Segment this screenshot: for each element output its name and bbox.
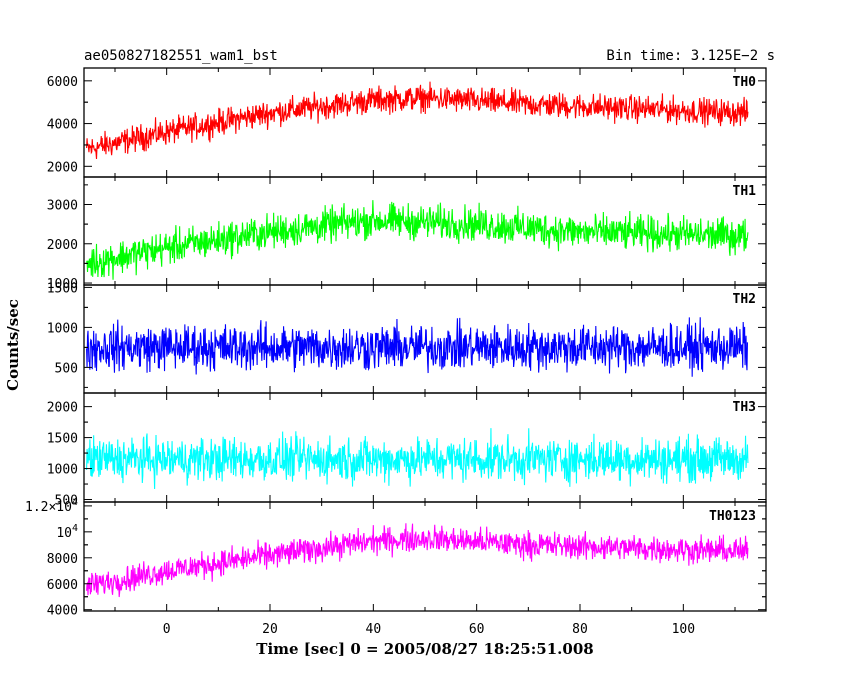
panel-label-th0123: TH0123 <box>709 509 756 524</box>
y-tick-label: 8000 <box>47 552 78 567</box>
y-tick-label: 3000 <box>47 198 78 213</box>
x-tick-label: 0 <box>163 622 171 637</box>
y-tick-label: 1000 <box>47 277 78 292</box>
y-tick-label: 1000 <box>47 321 78 336</box>
series-line-th0123 <box>86 523 749 598</box>
y-tick-label: 6000 <box>47 75 78 90</box>
panel-frame <box>83 501 767 612</box>
chart-title: ae050827182551_wam1_bst <box>84 48 278 64</box>
panel-label-th1: TH1 <box>733 184 757 199</box>
y-tick-label: 2000 <box>47 238 78 253</box>
x-tick-label: 60 <box>469 622 485 637</box>
panel-label-th0: TH0 <box>733 75 757 90</box>
bin-time-label: Bin time: 3.125E−2 s <box>606 48 775 64</box>
x-tick-label: 20 <box>262 622 278 637</box>
y-tick-label: 500 <box>55 361 78 376</box>
y-tick-label: 104 <box>56 523 78 541</box>
panel-th1: 1000 2000 3000 TH1 <box>47 176 767 292</box>
y-tick-label: 500 <box>55 494 78 509</box>
x-tick-label: 40 <box>366 622 382 637</box>
x-tick-label: 100 <box>672 622 695 637</box>
panel-th0: 2000 4000 6000 TH0 <box>47 67 767 178</box>
y-axis-title: Counts/sec <box>4 299 22 391</box>
x-tick-label: 80 <box>572 622 588 637</box>
y-tick-label: 4000 <box>47 118 78 133</box>
y-tick-label: 2000 <box>47 401 78 416</box>
panel-th2: 500 1000 1500 TH2 <box>47 281 767 394</box>
y-tick-label: 1500 <box>47 281 78 296</box>
y-tick-label: 1.2×104 <box>25 497 78 515</box>
panel-frame <box>83 67 767 178</box>
y-tick-label: 6000 <box>47 578 78 593</box>
series-line-th1 <box>86 200 749 280</box>
y-tick-label: 1000 <box>47 463 78 478</box>
panel-th0123: 4000 6000 8000 104 1.2×104 TH0123 <box>25 497 767 619</box>
series-line-th3 <box>86 428 749 490</box>
panel-label-th3: TH3 <box>733 400 756 415</box>
series-line-th2 <box>86 317 749 377</box>
y-tick-label: 4000 <box>47 604 78 619</box>
series-line-th0 <box>86 81 749 160</box>
y-tick-label: 1500 <box>47 432 78 447</box>
panel-th3: 500 1000 1500 2000 TH3 <box>47 392 767 509</box>
panel-label-th2: TH2 <box>733 292 756 307</box>
x-axis-title: Time [sec] 0 = 2005/08/27 18:25:51.008 <box>256 640 593 658</box>
y-tick-label: 2000 <box>47 160 78 175</box>
